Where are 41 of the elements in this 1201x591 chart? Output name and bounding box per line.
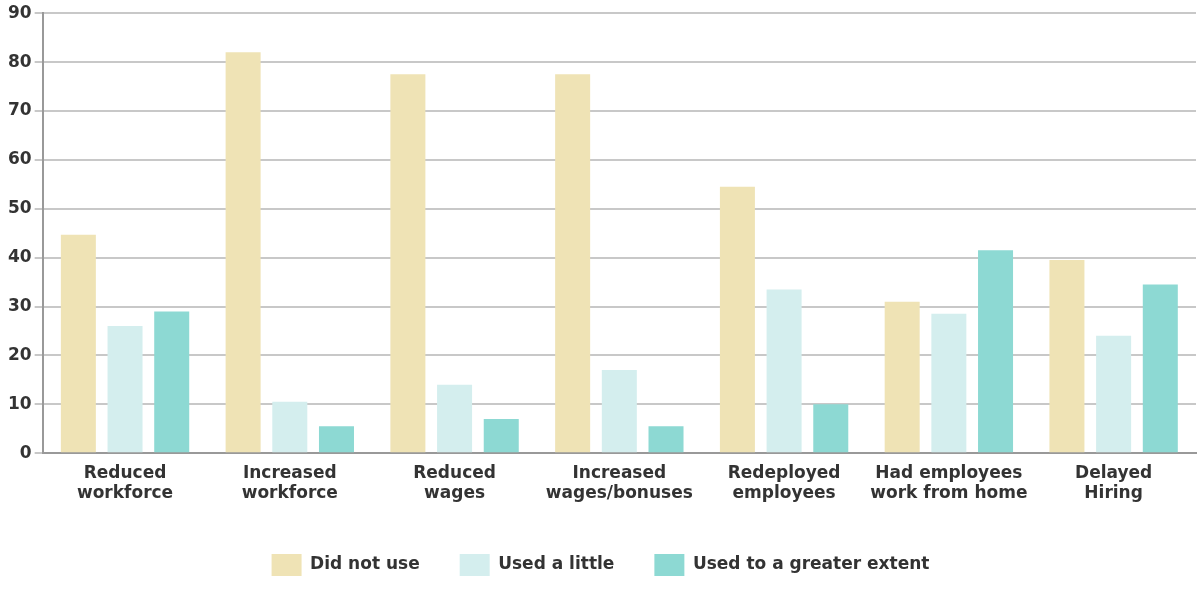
y-tick-label: 80: [7, 50, 32, 71]
bar: [1049, 260, 1085, 453]
y-tick-label: 60: [7, 148, 32, 169]
y-tick-label: 10: [7, 392, 32, 413]
y-tick-label: 40: [7, 246, 32, 267]
bar: [931, 313, 967, 453]
y-tick-label: 90: [7, 1, 32, 22]
x-tick-label: Reduced workforce: [76, 461, 174, 503]
bar: [318, 426, 354, 453]
bar: [154, 311, 190, 453]
y-tick-label: 30: [7, 294, 32, 315]
x-tick-label: Reduced wages: [413, 461, 496, 503]
bar: [225, 52, 261, 453]
bar: [437, 384, 473, 453]
x-tick-label: Had employees work from home: [870, 461, 1028, 503]
x-tick-label: Increased wages/bonuses: [545, 461, 693, 503]
bar: [601, 370, 637, 453]
bar: [884, 301, 920, 453]
bar: [648, 426, 684, 453]
bar: [555, 74, 591, 453]
bar: [60, 234, 96, 453]
y-tick-label: 20: [7, 343, 32, 364]
legend-label: Used to a greater extent: [692, 553, 930, 574]
y-tick-label: 70: [7, 99, 32, 120]
x-tick-label: Delayed Hiring: [1075, 461, 1153, 503]
y-tick-label: 0: [19, 441, 32, 462]
bar: [719, 186, 755, 453]
bar: [813, 404, 849, 453]
y-tick-label: 50: [7, 197, 32, 218]
legend-label: Did not use: [310, 553, 420, 574]
bar: [272, 401, 308, 453]
bar: [978, 250, 1014, 453]
bar: [390, 74, 426, 453]
x-tick-label: Redeployed employees: [727, 461, 841, 503]
bar: [483, 418, 519, 453]
bar: [1142, 284, 1178, 453]
bar: [1096, 335, 1132, 453]
bar: [107, 326, 143, 453]
legend-label: Used a little: [498, 553, 615, 574]
x-tick-label: Increased workforce: [241, 461, 338, 503]
bar: [766, 289, 802, 453]
